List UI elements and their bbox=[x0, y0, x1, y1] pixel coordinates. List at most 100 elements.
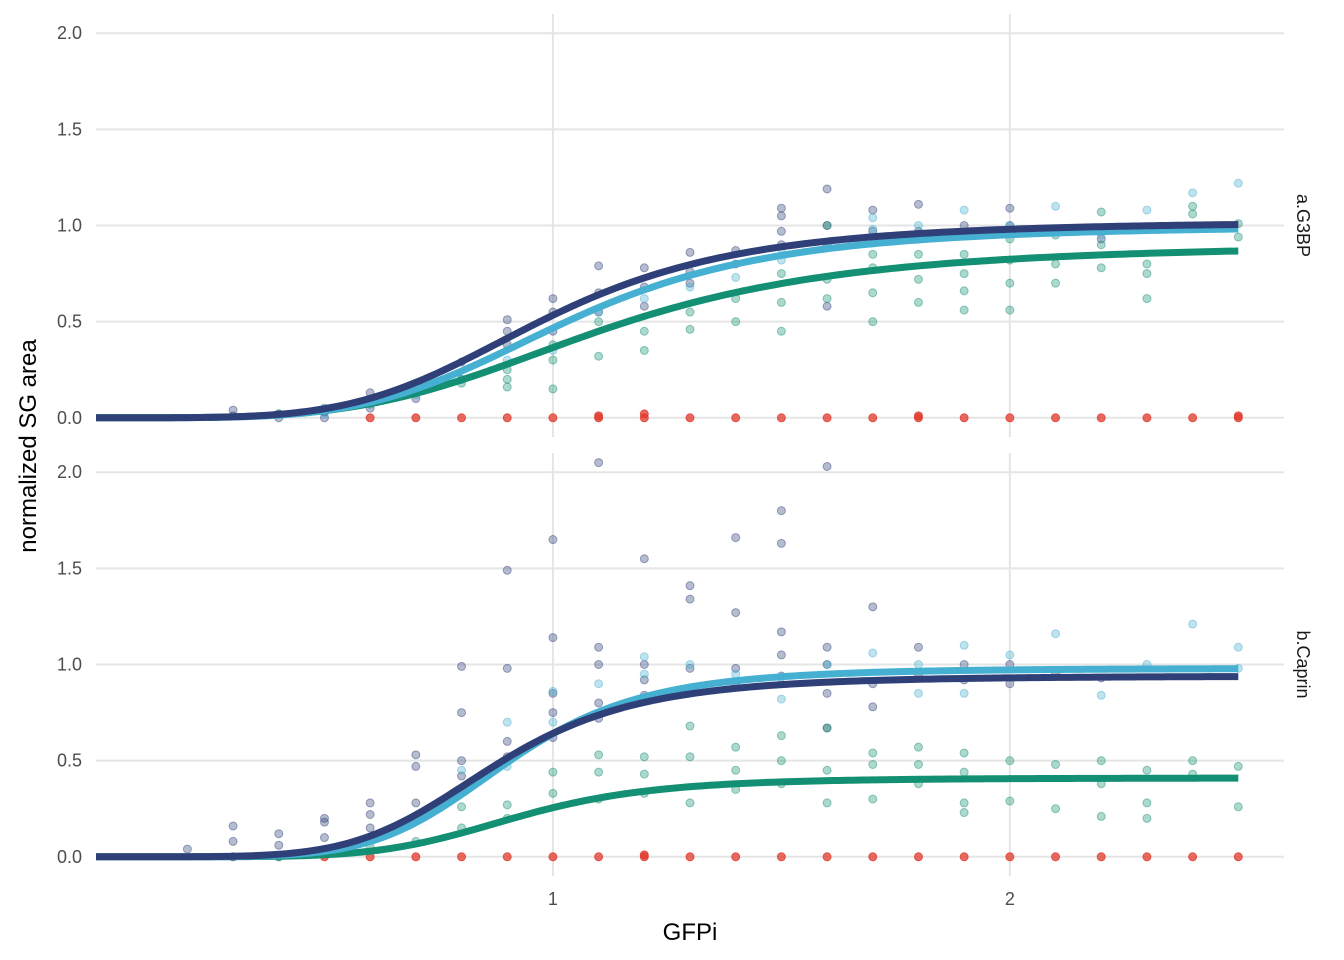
data-point-navy bbox=[502, 315, 512, 325]
data-point-navy bbox=[822, 723, 832, 733]
data-point-navy bbox=[822, 642, 832, 652]
data-point-light-blue bbox=[1188, 619, 1198, 629]
data-point-navy bbox=[594, 698, 604, 708]
data-point-green bbox=[1096, 756, 1106, 766]
data-point-navy bbox=[502, 663, 512, 673]
data-point-green bbox=[959, 305, 969, 315]
data-point-navy bbox=[411, 750, 421, 760]
data-point-green bbox=[822, 294, 832, 304]
y-tick-label: 0.5 bbox=[57, 751, 82, 771]
y-tick-label: 1.0 bbox=[57, 655, 82, 675]
y-axis-title: normalized SG area bbox=[15, 339, 42, 553]
data-point-green bbox=[1142, 798, 1152, 808]
data-point-navy bbox=[319, 813, 329, 823]
data-point-red bbox=[1005, 852, 1015, 862]
data-point-navy bbox=[776, 627, 786, 637]
data-point-green bbox=[868, 317, 878, 327]
data-point-red bbox=[639, 409, 649, 419]
data-point-green bbox=[685, 721, 695, 731]
data-point-navy bbox=[319, 817, 329, 827]
data-point-navy bbox=[776, 226, 786, 236]
data-point-navy bbox=[822, 184, 832, 194]
data-point-green bbox=[868, 748, 878, 758]
data-point-navy bbox=[457, 661, 467, 671]
data-point-green bbox=[594, 317, 604, 327]
data-point-green bbox=[1142, 765, 1152, 775]
data-point-light-blue bbox=[548, 717, 558, 727]
data-point-light-blue bbox=[913, 221, 923, 230]
data-point-green bbox=[548, 767, 558, 777]
data-point-light-blue bbox=[959, 640, 969, 650]
data-point-navy bbox=[731, 608, 741, 618]
data-point-green bbox=[959, 748, 969, 758]
data-point-green bbox=[913, 297, 923, 307]
data-point-green bbox=[594, 351, 604, 361]
y-tick-label: 2.0 bbox=[57, 23, 82, 43]
data-point-green bbox=[731, 317, 741, 327]
data-point-navy bbox=[594, 458, 604, 468]
data-point-navy bbox=[502, 565, 512, 575]
data-point-green bbox=[868, 794, 878, 804]
data-point-navy bbox=[182, 844, 192, 854]
data-point-navy bbox=[365, 798, 375, 808]
data-point-light-blue bbox=[959, 205, 969, 215]
data-point-green bbox=[1233, 761, 1243, 771]
data-point-light-blue bbox=[913, 688, 923, 698]
data-point-navy bbox=[822, 660, 832, 669]
data-point-navy bbox=[685, 594, 695, 604]
data-point-green bbox=[959, 798, 969, 808]
data-point-green bbox=[639, 326, 649, 336]
data-point-navy bbox=[548, 633, 558, 643]
data-point-red bbox=[411, 413, 421, 423]
data-point-green bbox=[959, 269, 969, 279]
data-point-light-blue bbox=[868, 648, 878, 658]
data-point-light-blue bbox=[913, 660, 923, 669]
data-point-navy bbox=[639, 263, 649, 273]
data-point-green bbox=[1188, 209, 1198, 219]
data-point-green bbox=[502, 382, 512, 392]
data-point-green bbox=[639, 769, 649, 779]
data-point-green bbox=[1096, 811, 1106, 821]
y-tick-label: 2.0 bbox=[57, 462, 82, 482]
data-point-green bbox=[1096, 263, 1106, 273]
data-point-red bbox=[502, 852, 512, 862]
facet-panel-2: 0.0 0.5 1.0 1.5 2.0 b.Caprin bbox=[57, 453, 1313, 876]
data-point-red bbox=[502, 413, 512, 423]
data-point-green bbox=[868, 288, 878, 298]
data-point-red bbox=[1096, 852, 1106, 862]
data-point-red bbox=[731, 852, 741, 862]
data-point-navy bbox=[913, 642, 923, 652]
data-point-green bbox=[1142, 813, 1152, 823]
data-point-green bbox=[594, 767, 604, 777]
data-point-red bbox=[365, 413, 375, 423]
data-point-green bbox=[548, 355, 558, 365]
data-point-green bbox=[822, 765, 832, 775]
facet-strip-label: a.G3BP bbox=[1293, 194, 1313, 257]
y-tick-label: 1.5 bbox=[57, 119, 82, 139]
data-point-red bbox=[1142, 852, 1152, 862]
data-point-navy bbox=[365, 809, 375, 819]
data-point-navy bbox=[228, 836, 238, 846]
data-point-green bbox=[1142, 269, 1152, 279]
fit-curve-navy bbox=[96, 221, 1239, 422]
y-tick-label: 0.0 bbox=[57, 847, 82, 867]
data-point-light-blue bbox=[685, 282, 695, 292]
data-point-green bbox=[1051, 759, 1061, 769]
data-point-green bbox=[868, 249, 878, 259]
data-point-light-blue bbox=[868, 224, 878, 234]
data-point-red bbox=[457, 852, 467, 862]
y-tick-label: 1.0 bbox=[57, 216, 82, 236]
data-point-red bbox=[1188, 413, 1198, 423]
fit-curve-navy bbox=[96, 673, 1239, 861]
data-point-green bbox=[959, 249, 969, 259]
data-point-red bbox=[868, 413, 878, 423]
data-point-navy bbox=[594, 261, 604, 271]
x-tick-label: 1 bbox=[548, 889, 558, 909]
data-point-navy bbox=[594, 660, 604, 669]
data-point-navy bbox=[1005, 203, 1015, 213]
panels: 0.0 0.5 1.0 1.5 2.0 a.G3BP 0.0 0.5 1.0 1.5 2.0 b.Ca… bbox=[57, 14, 1313, 909]
data-point-navy bbox=[685, 663, 695, 673]
data-point-red bbox=[548, 852, 558, 862]
data-point-red bbox=[776, 413, 786, 423]
